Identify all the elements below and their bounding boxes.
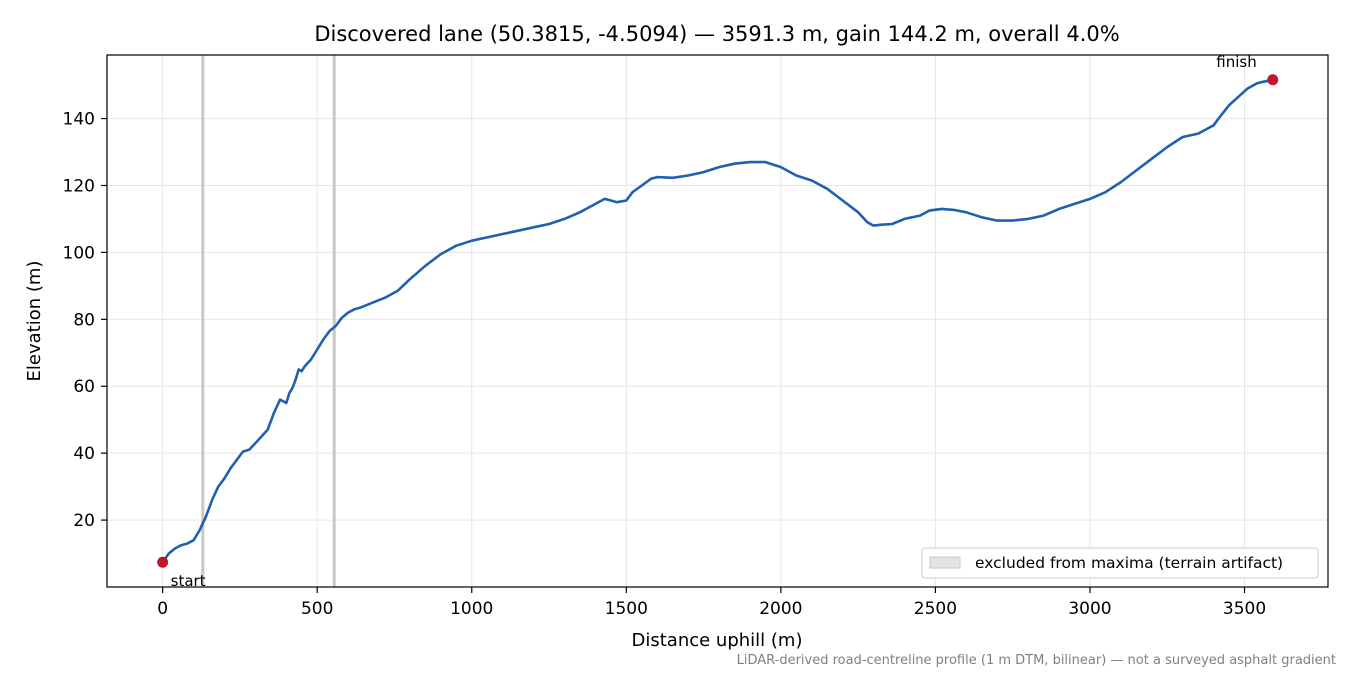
elevation-line [161, 78, 1275, 564]
excluded-zones [201, 55, 336, 587]
series-layer [161, 78, 1275, 564]
x-tick-label: 3500 [1223, 599, 1266, 619]
x-tick-label: 0 [157, 599, 168, 619]
start-label: start [171, 572, 206, 590]
y-tick-label: 20 [73, 511, 95, 531]
plot-frame [106, 54, 1329, 588]
y-axis-label: Elevation (m) [24, 261, 45, 382]
legend: excluded from maxima (terrain artifact) [921, 547, 1319, 579]
x-tick-label: 2000 [759, 599, 802, 619]
x-tick-label: 1000 [450, 599, 493, 619]
y-tick-label: 120 [63, 176, 95, 196]
y-tick-label: 40 [73, 444, 95, 464]
legend-entry-label: excluded from maxima (terrain artifact) [975, 554, 1283, 572]
start-marker [157, 556, 169, 568]
x-axis-label: Distance uphill (m) [632, 630, 803, 651]
x-tick-label: 1500 [605, 599, 648, 619]
x-axis-ticks: 0 500 1000 1500 2000 2500 3000 3500 [157, 587, 1266, 619]
grid [107, 55, 1328, 587]
y-axis-ticks: 20 40 60 80 100 120 140 [63, 110, 107, 531]
x-tick-label: 2500 [914, 599, 957, 619]
x-tick-label: 500 [301, 599, 333, 619]
y-tick-label: 60 [73, 377, 95, 397]
legend-box [921, 547, 1319, 579]
finish-marker [1267, 74, 1279, 86]
footnote: LiDAR-derived road-centreline profile (1… [737, 653, 1336, 668]
endpoint-markers: start finish [157, 53, 1279, 590]
x-tick-label: 3000 [1068, 599, 1111, 619]
y-tick-label: 140 [63, 110, 95, 130]
y-tick-label: 80 [73, 310, 95, 330]
finish-label: finish [1216, 53, 1256, 71]
legend-swatch [929, 556, 961, 569]
y-tick-label: 100 [63, 243, 95, 263]
chart-title: Discovered lane (50.3815, -4.5094) — 359… [314, 22, 1119, 46]
